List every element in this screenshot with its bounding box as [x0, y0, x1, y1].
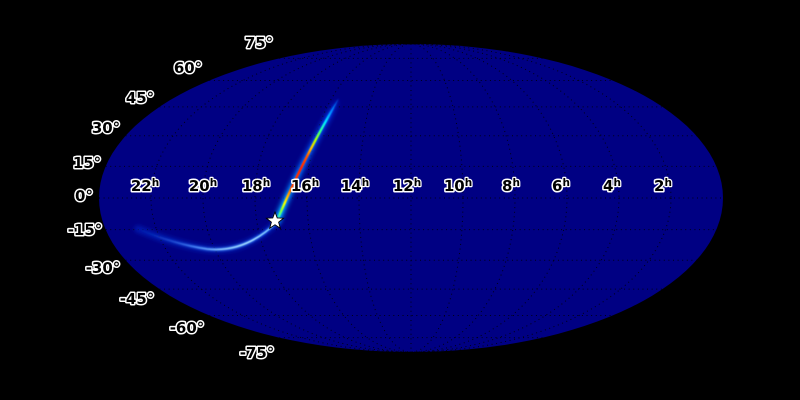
ra-tick-label-22h: 22h — [131, 177, 159, 195]
ra-axis-labels: 22h 20h 18h 16h 14h 12h 10h 8h 6h 4h 2h — [129, 176, 673, 197]
dec-tick-label-neg75: -75° — [240, 344, 275, 362]
dec-tick-label-0: 0° — [75, 187, 93, 205]
ra-tick-label-12h: 12h — [393, 177, 421, 195]
dec-tick-label-neg30: -30° — [86, 259, 121, 277]
dec-tick-label-15: 15° — [73, 154, 101, 172]
ra-tick-label-8h: 8h — [502, 177, 520, 195]
ra-tick-label-14h: 14h — [341, 177, 369, 195]
arc-core — [137, 220, 279, 251]
star-marker — [265, 210, 285, 230]
meridian-line — [358, 44, 464, 352]
streak-core — [276, 97, 340, 222]
ra-tick-label-2h: 2h — [654, 177, 672, 195]
graticule-grid — [99, 44, 723, 352]
ra-tick-label-20h: 20h — [189, 177, 217, 195]
dec-tick-label-neg60: -60° — [170, 319, 205, 337]
dec-tick-label-75: 75° — [245, 34, 273, 52]
ra-tick-label-10h: 10h — [444, 177, 472, 195]
meridian-line — [150, 44, 672, 352]
dec-axis-labels: 75° 60° 45° 30° 15° 0° -15° -30° -45° -60° -75° — [66, 33, 276, 364]
dec-tick-label-60: 60° — [174, 59, 202, 77]
sky-ellipse — [99, 44, 723, 352]
meridian-line — [254, 44, 568, 352]
ra-tick-label-6h: 6h — [552, 177, 570, 195]
ra-tick-label-16h: 16h — [291, 177, 319, 195]
probability-region — [134, 94, 343, 253]
dec-tick-label-neg45: -45° — [120, 290, 155, 308]
dec-tick-label-45: 45° — [126, 89, 154, 107]
ra-tick-label-18h: 18h — [242, 177, 270, 195]
dec-tick-label-30: 30° — [92, 119, 120, 137]
meridian-line — [202, 44, 620, 352]
dec-tick-label-neg15: -15° — [68, 221, 103, 239]
ra-tick-label-4h: 4h — [603, 177, 621, 195]
meridian-line — [306, 44, 516, 352]
